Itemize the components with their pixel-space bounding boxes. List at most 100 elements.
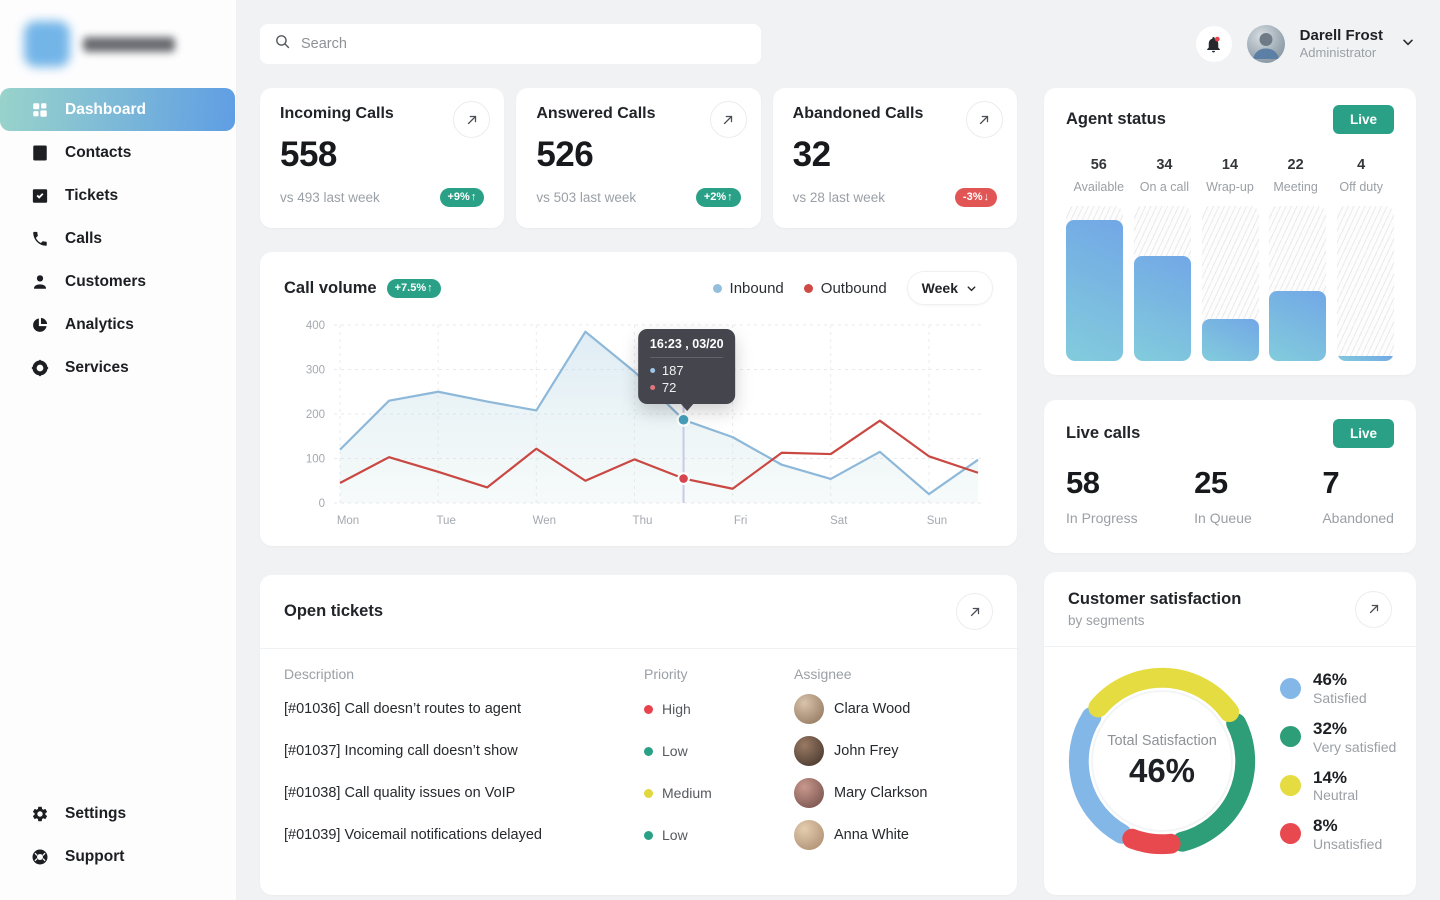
agent-bar <box>1337 356 1394 361</box>
assignee-avatar <box>794 736 824 766</box>
legend-dot <box>803 283 813 293</box>
donut-center: Total Satisfaction 46% <box>1058 657 1266 865</box>
legend-dot <box>1280 677 1301 699</box>
agent-stat-value: 56 <box>1090 157 1107 173</box>
kpi-expand-button[interactable] <box>709 101 747 138</box>
kpi-row: Incoming Calls 558 vs 493 last week +9% ↑… <box>260 88 1017 228</box>
sidebar-item-label: Services <box>65 358 129 376</box>
user-avatar[interactable] <box>1246 25 1285 63</box>
satisfaction-expand-button[interactable] <box>1355 590 1392 628</box>
live-calls-card: Live calls Live 58 In Progress 25 In Que… <box>1044 400 1416 553</box>
kpi-expand-button[interactable] <box>453 101 491 138</box>
sidebar-item-tickets[interactable]: Tickets <box>0 174 236 217</box>
ticket-description: [#01036] Call doesn’t routes to agent <box>284 701 521 717</box>
table-row[interactable]: [#01038] Call quality issues on VoIP Med… <box>284 772 993 814</box>
range-selector[interactable]: Week <box>906 271 993 305</box>
tickets-icon <box>30 186 49 205</box>
ticket-assignee: Mary Clarkson <box>794 778 993 808</box>
legend-item-inbound[interactable]: Inbound <box>712 280 784 297</box>
notifications-button[interactable] <box>1195 26 1232 62</box>
calls-icon <box>30 229 49 248</box>
chevron-down-icon[interactable] <box>1400 34 1416 55</box>
agent-stat-label: Off duty <box>1339 180 1383 194</box>
arrow-up-right-icon <box>467 115 476 124</box>
kpi-trend-badge: +9% ↑ <box>439 188 485 207</box>
sidebar-item-calls[interactable]: Calls <box>0 217 236 260</box>
satisfaction-title: Customer satisfaction <box>1068 590 1242 608</box>
tooltip-time: 16:23 , 03/20 <box>649 337 724 351</box>
svg-text:Sun: Sun <box>927 515 947 527</box>
arrow-up-right-icon <box>980 115 989 124</box>
sidebar-item-support[interactable]: Support <box>0 835 236 878</box>
agent-stat: 4 Off duty <box>1328 157 1394 194</box>
live-calls-stat: 7 Abandoned <box>1322 465 1394 526</box>
logo-mark-blurred <box>24 21 70 67</box>
svg-text:0: 0 <box>319 498 325 510</box>
table-row[interactable]: [#01039] Voicemail notifications delayed… <box>284 814 993 856</box>
search-bar[interactable] <box>260 24 761 64</box>
agent-bar-track <box>1201 206 1259 361</box>
arrow-up-right-icon <box>724 115 733 124</box>
legend-label: Very satisfied <box>1313 738 1397 755</box>
svg-text:Sat: Sat <box>830 515 848 527</box>
kpi-card: Incoming Calls 558 vs 493 last week +9% ↑ <box>260 88 505 228</box>
kpi-title: Answered Calls <box>536 105 656 122</box>
priority-dot <box>644 746 653 756</box>
ticket-description: [#01039] Voicemail notifications delayed <box>284 827 542 843</box>
live-calls-stats: 58 In Progress 25 In Queue 7 Abandoned <box>1066 465 1394 526</box>
kpi-title: Incoming Calls <box>280 105 394 122</box>
tickets-table-header: Description Priority Assignee <box>284 653 993 688</box>
priority-dot <box>644 704 653 714</box>
agent-bar <box>1269 291 1327 361</box>
sidebar-item-settings[interactable]: Settings <box>0 792 236 835</box>
svg-text:Fri: Fri <box>734 515 747 527</box>
arrow-up-right-icon <box>1369 604 1378 614</box>
sidebar-item-dashboard[interactable]: Dashboard <box>0 88 235 131</box>
legend-item-outbound[interactable]: Outbound <box>803 280 887 297</box>
legend-dot <box>1280 774 1301 796</box>
sidebar-item-contacts[interactable]: Contacts <box>0 131 236 174</box>
table-row[interactable]: [#01036] Call doesn’t routes to agent Hi… <box>284 688 993 730</box>
live-calls-label: Abandoned <box>1322 510 1394 526</box>
legend-dot <box>1280 726 1301 748</box>
user-role: Administrator <box>1299 45 1377 61</box>
svg-text:100: 100 <box>306 454 325 466</box>
svg-text:Wen: Wen <box>533 515 556 527</box>
live-calls-label: In Progress <box>1066 510 1138 526</box>
sidebar-item-label: Dashboard <box>65 100 146 118</box>
ticket-assignee: John Frey <box>794 736 993 766</box>
open-tickets-expand-button[interactable] <box>956 593 993 630</box>
sidebar-item-label: Customers <box>65 272 146 290</box>
arrow-up-right-icon <box>970 607 979 616</box>
live-calls-value: 58 <box>1066 465 1100 500</box>
kpi-expand-button[interactable] <box>965 101 1003 138</box>
svg-text:Thu: Thu <box>633 515 653 527</box>
kpi-card: Answered Calls 526 vs 503 last week +2% ↑ <box>516 88 761 228</box>
legend-label: Neutral <box>1313 787 1359 804</box>
satisfaction-legend-item: 8% Unsatisfied <box>1280 816 1396 852</box>
agent-stat: 22 Meeting <box>1263 157 1329 194</box>
live-calls-value: 7 <box>1322 465 1340 500</box>
sidebar-item-analytics[interactable]: Analytics <box>0 303 236 346</box>
settings-icon <box>30 804 49 823</box>
kpi-compare: vs 493 last week <box>280 190 380 205</box>
range-selector-value: Week <box>921 280 958 296</box>
tooltip-values: 187 72 <box>649 363 724 395</box>
legend-dot <box>1280 823 1301 845</box>
agent-status-title: Agent status <box>1066 110 1166 128</box>
table-row[interactable]: [#01037] Incoming call doesn’t show Low … <box>284 730 993 772</box>
sidebar-item-services[interactable]: Services <box>0 346 236 389</box>
search-input[interactable] <box>301 36 747 52</box>
chevron-down-icon <box>967 285 976 291</box>
user-cluster: Darell Frost Administrator <box>1195 25 1416 63</box>
live-calls-value: 25 <box>1194 465 1228 500</box>
sidebar-item-customers[interactable]: Customers <box>0 260 236 303</box>
agent-bar-track <box>1337 206 1394 361</box>
agent-stat-label: On a call <box>1139 180 1190 194</box>
legend-percent: 46% <box>1313 670 1348 690</box>
assignee-avatar <box>794 778 824 808</box>
tickets-column-header: Assignee <box>794 666 852 682</box>
ticket-priority: Low <box>644 827 794 843</box>
legend-percent: 14% <box>1313 767 1348 787</box>
dashboard-icon <box>30 100 49 119</box>
